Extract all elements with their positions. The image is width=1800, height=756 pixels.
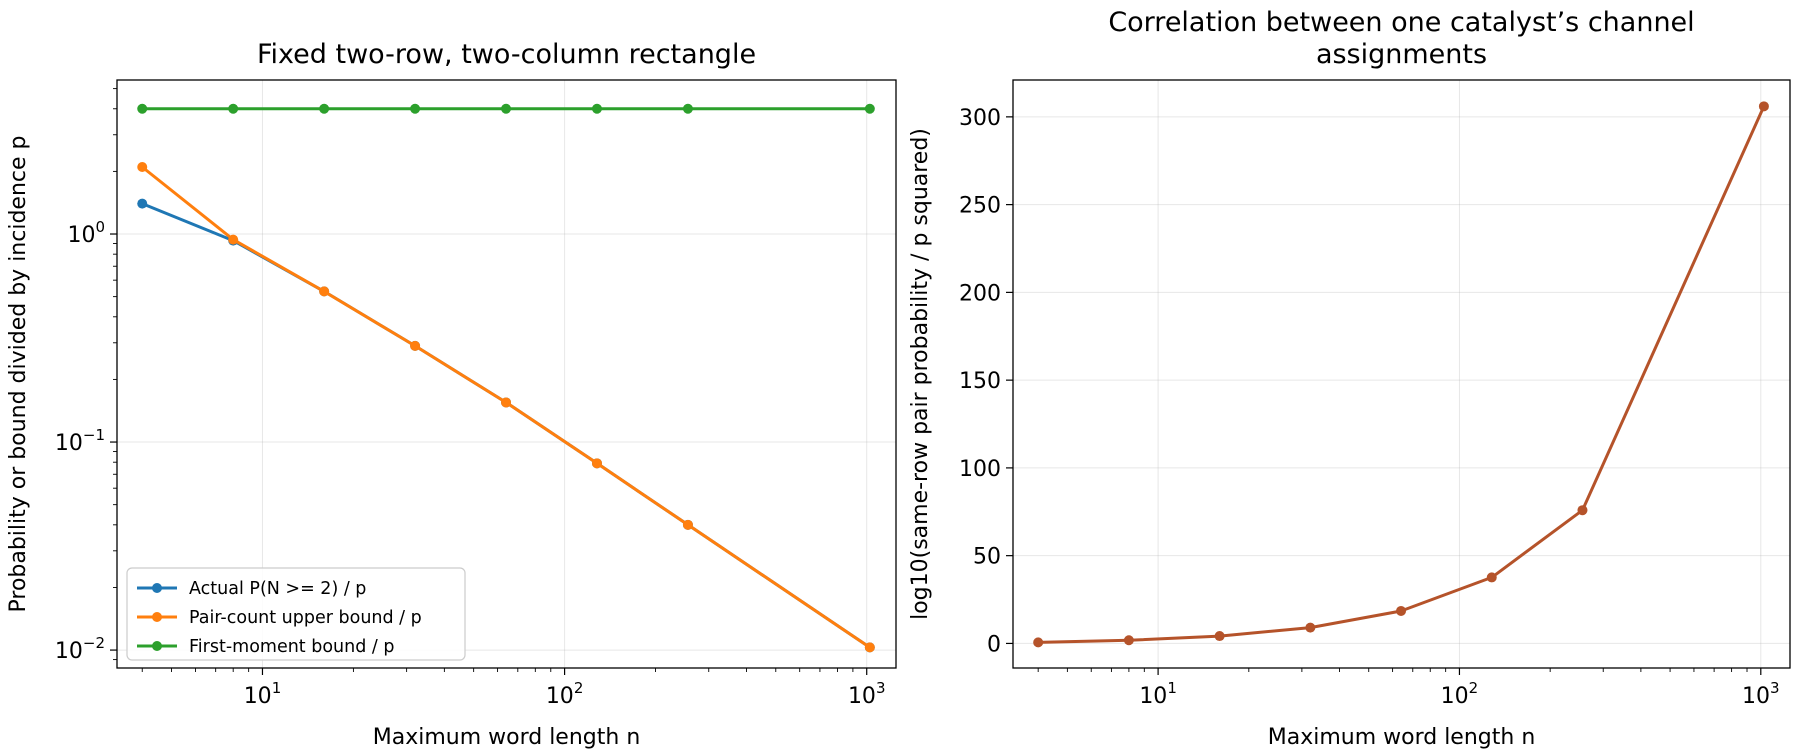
series-1-point: [1486, 572, 1497, 583]
series-3-point: [591, 103, 602, 114]
series-1-point: [1577, 505, 1588, 516]
x-axis-label: Maximum word length n: [373, 725, 641, 750]
y-tick-label: 100: [67, 218, 105, 248]
legend: Actual P(N >= 2) / p Pair-count upper bou…: [126, 567, 466, 661]
series-line-2: [141, 165, 871, 649]
y-tick-label: 0: [987, 632, 1001, 657]
x-tick-label: 101: [244, 679, 282, 709]
legend-label-3: First-moment bound / p: [189, 637, 394, 657]
chart-2: 101 102 103 0 50 100 150 200 250 300 Correlation b…: [908, 7, 1791, 750]
series-2-point: [591, 458, 602, 469]
y-tick-label: 10−2: [55, 634, 105, 664]
series-line-1: [1038, 105, 1766, 644]
y-tick-label: 150: [959, 369, 1001, 394]
y-axis-label: Probability or bound divided by incidenc…: [6, 136, 31, 613]
x-tick-label: 101: [1139, 679, 1177, 709]
y-tick-label: 50: [973, 545, 1001, 570]
axes-frame: [116, 79, 897, 669]
y-tick-label: 300: [959, 106, 1001, 131]
series-2-point: [228, 234, 239, 245]
series-1-point: [1758, 101, 1769, 112]
series-3-point: [501, 103, 512, 114]
chart-title-line-2: assignments: [1316, 39, 1487, 70]
series-2-point: [864, 642, 875, 653]
series-2-point: [319, 286, 330, 297]
y-tick-label: 200: [959, 281, 1001, 306]
series-3-point: [228, 103, 239, 114]
legend-box: [126, 567, 466, 661]
y-tick-label: 10−1: [55, 426, 105, 456]
y-axis-label: log10(same-row pair probability / p squa…: [908, 128, 933, 620]
x-tick-label: 103: [848, 679, 886, 709]
chart-title: Fixed two-row, two-column rectangle: [257, 39, 756, 70]
series-3-point: [137, 103, 148, 114]
series-2-point: [682, 519, 693, 530]
chart-title-line-1: Correlation between one catalyst’s chann…: [1108, 7, 1694, 38]
legend-marker-3: [152, 641, 162, 651]
y-tick-label: 250: [959, 194, 1001, 219]
series-1-point: [1123, 635, 1134, 646]
legend-label-1: Actual P(N >= 2) / p: [189, 579, 366, 599]
series-2-point: [501, 397, 512, 408]
series-3-point: [410, 103, 421, 114]
axes-frame: [1012, 79, 1791, 669]
y-tick-label: 100: [959, 457, 1001, 482]
series-2-point: [410, 340, 421, 351]
series-1-point: [1305, 622, 1316, 633]
chart-1: 101 102 103 100 10−1 10−2 Fixed two-row, two-c…: [6, 39, 897, 750]
series-3-point: [864, 103, 875, 114]
x-tick-label: 103: [1742, 679, 1780, 709]
series-1-point: [1396, 605, 1407, 616]
legend-marker-2: [152, 612, 162, 622]
legend-marker-1: [152, 583, 162, 593]
legend-label-2: Pair-count upper bound / p: [189, 608, 422, 628]
x-tick-label: 102: [546, 679, 584, 709]
series-3-point: [319, 103, 330, 114]
series-1-point: [137, 198, 148, 209]
x-tick-label: 102: [1441, 679, 1479, 709]
series-1-point: [1214, 631, 1225, 642]
series-1-point: [1033, 637, 1044, 648]
series-3-point: [682, 103, 693, 114]
x-axis-label: Maximum word length n: [1268, 725, 1536, 750]
series-2-point: [137, 161, 148, 172]
